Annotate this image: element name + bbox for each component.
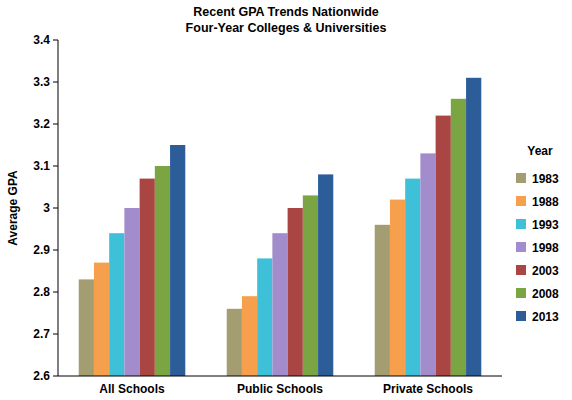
legend-label: 2013 — [532, 310, 559, 324]
y-tick-label: 2.6 — [33, 369, 50, 383]
legend-label: 1988 — [532, 195, 559, 209]
y-axis-label: Average GPA — [6, 170, 20, 246]
bar — [79, 279, 94, 376]
y-tick-label: 3.1 — [33, 159, 50, 173]
y-tick-label: 2.7 — [33, 327, 50, 341]
legend-swatch — [516, 196, 526, 206]
bar — [405, 179, 420, 376]
subtitle: Four-Year Colleges & Universities — [186, 21, 387, 35]
bar — [257, 258, 272, 376]
legend-label: 1993 — [532, 218, 559, 232]
bar — [94, 263, 109, 376]
legend-swatch — [516, 288, 526, 298]
y-tick-label: 3.2 — [33, 117, 50, 131]
legend-label: 2008 — [532, 287, 559, 301]
y-tick-label: 3.3 — [33, 75, 50, 89]
x-axis — [58, 376, 502, 377]
y-tick — [53, 250, 58, 251]
bar — [227, 309, 242, 376]
y-tick — [53, 292, 58, 293]
bar — [451, 99, 466, 376]
bar — [288, 208, 303, 376]
y-tick — [53, 208, 58, 209]
bar — [318, 174, 333, 376]
y-tick-label: 3.4 — [33, 33, 50, 47]
bar — [242, 296, 257, 376]
y-tick-label: 2.9 — [33, 243, 50, 257]
legend-swatch — [516, 219, 526, 229]
y-tick — [53, 82, 58, 83]
legend-label: 1998 — [532, 241, 559, 255]
x-tick-label: Public Schools — [237, 382, 323, 396]
legend-title: Year — [527, 144, 553, 158]
bar — [140, 179, 155, 376]
bar — [390, 200, 405, 376]
y-axis — [58, 40, 59, 376]
bar — [155, 166, 170, 376]
y-tick-label: 3 — [43, 201, 50, 215]
legend-label: 1983 — [532, 172, 559, 186]
x-tick-label: Private Schools — [383, 382, 473, 396]
y-tick — [53, 376, 58, 377]
bar — [436, 116, 451, 376]
bar — [375, 225, 390, 376]
bar — [109, 233, 124, 376]
chart: Recent GPA Trends Nationwide Four-Year Co… — [0, 0, 572, 400]
y-tick — [53, 166, 58, 167]
bar — [124, 208, 139, 376]
y-tick — [53, 124, 58, 125]
title: Recent GPA Trends Nationwide — [193, 5, 378, 19]
legend-swatch — [516, 173, 526, 183]
bar — [272, 233, 287, 376]
bars — [79, 78, 482, 376]
legend-swatch — [516, 265, 526, 275]
legend-swatch — [516, 311, 526, 321]
bar — [466, 78, 481, 376]
y-tick — [53, 40, 58, 41]
bar — [420, 153, 435, 376]
legend-label: 2003 — [532, 264, 559, 278]
bar — [170, 145, 185, 376]
legend-swatch — [516, 242, 526, 252]
x-tick-label: All Schools — [99, 382, 165, 396]
bar — [303, 195, 318, 376]
y-tick-label: 2.8 — [33, 285, 50, 299]
y-tick — [53, 334, 58, 335]
